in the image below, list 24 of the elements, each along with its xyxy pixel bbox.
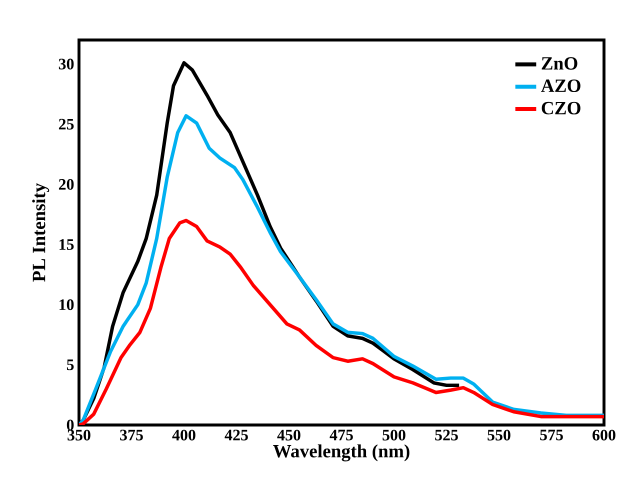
x-axis-title: Wavelength (nm) [273,444,410,462]
legend-label: CZO [542,102,580,114]
legend-label: AZO [541,80,580,92]
x-tick-label: 475 [330,430,353,440]
x-tick-label: 350 [68,430,90,440]
y-tick-label: 10 [60,299,74,310]
y-tick-label: 20 [58,178,74,190]
x-tick-label: 575 [540,430,563,440]
x-tick-label: 450 [277,430,300,440]
x-tick-label: 600 [592,430,616,440]
y-axis-title: PL Intensity [32,183,50,282]
y-tick-label: 25 [58,118,74,130]
y-tick-label: 30 [58,58,74,70]
x-tick-label: 425 [224,430,248,440]
x-tick-label: 375 [120,430,143,440]
legend-label: ZnO [542,57,578,70]
y-tick-label: 15 [60,239,74,250]
x-tick-label: 500 [382,430,406,440]
x-tick-label: 550 [488,430,510,440]
y-tick-label: 5 [66,360,74,370]
y-tick-label: 0 [66,420,74,430]
line-series [79,114,604,425]
x-tick-label: 400 [172,430,196,440]
x-tick-label: 525 [435,430,458,440]
